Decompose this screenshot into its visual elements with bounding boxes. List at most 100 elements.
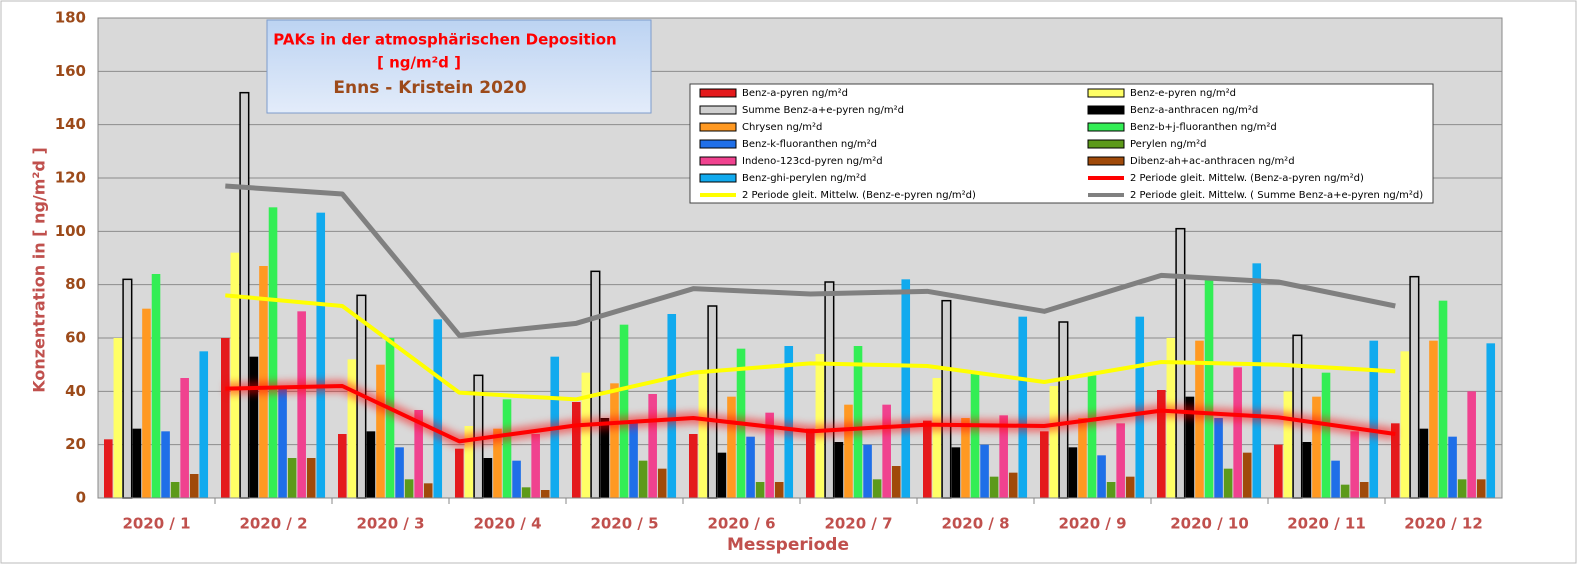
bar (142, 308, 151, 498)
bar (1233, 367, 1242, 498)
bar (221, 338, 230, 498)
bar (1204, 279, 1214, 498)
bar (1312, 396, 1321, 498)
x-tick-label: 2020 / 12 (1404, 515, 1483, 533)
bar (502, 399, 512, 498)
bar (170, 482, 180, 498)
bar (230, 252, 240, 498)
legend-label: Indeno-123cd-pyren ng/m²d (742, 156, 883, 167)
legend-label: Dibenz-ah+ac-anthracen ng/m²d (1130, 156, 1295, 167)
bar (698, 372, 708, 498)
bar (1391, 423, 1400, 498)
bar (1350, 431, 1359, 498)
bar (414, 410, 423, 498)
bar (989, 476, 999, 498)
bar (1486, 343, 1496, 498)
bar (872, 479, 882, 498)
legend-swatch (699, 105, 737, 115)
bar (961, 418, 970, 498)
bar (132, 428, 142, 498)
x-tick-label: 2020 / 5 (590, 515, 658, 533)
bar (863, 444, 872, 498)
bar (755, 482, 765, 498)
bar (1018, 316, 1028, 498)
bar (941, 299, 952, 499)
legend-swatch (699, 139, 737, 149)
bar (1214, 418, 1223, 498)
bar (882, 404, 891, 498)
legend-label: 2 Periode gleit. Mittelw. (Benz-e-pyren … (742, 190, 976, 201)
title-box (266, 19, 652, 114)
bar (901, 279, 911, 498)
x-tick-label: 2020 / 4 (473, 515, 541, 533)
bar (1419, 428, 1429, 498)
bar (521, 487, 531, 498)
x-tick-label: 2020 / 9 (1058, 515, 1126, 533)
bar (970, 372, 980, 498)
bar (1340, 484, 1350, 498)
bar (464, 426, 474, 498)
legend-label: Benz-a-pyren ng/m²d (742, 88, 848, 99)
bar (590, 270, 601, 499)
bar (531, 434, 540, 498)
bar (1087, 375, 1097, 498)
chart-title: [ ng/m²d ] (377, 54, 461, 72)
bar (180, 378, 189, 498)
bar (161, 431, 170, 498)
legend-label: Benz-ghi-perylen ng/m²d (742, 173, 866, 184)
bar (824, 281, 835, 499)
x-tick-label: 2020 / 1 (122, 515, 190, 533)
legend-label: Summe Benz-a+e-pyren ng/m²d (742, 105, 904, 116)
bar (1040, 431, 1049, 498)
y-tick-label: 140 (55, 115, 86, 133)
x-axis-label: Messperiode (727, 535, 849, 555)
bar (1135, 316, 1145, 498)
bar (1185, 396, 1195, 498)
bar (746, 436, 755, 498)
bar (657, 468, 667, 498)
bar (1195, 340, 1204, 498)
bar (1400, 351, 1410, 498)
bar (1049, 386, 1059, 498)
bar (891, 466, 901, 498)
bar (1321, 372, 1331, 498)
bar (689, 434, 698, 498)
bar (834, 442, 844, 498)
bar (433, 319, 443, 498)
legend (689, 83, 1434, 204)
bar (199, 351, 209, 498)
chart-title: PAKs in der atmosphärischen Deposition (273, 31, 616, 49)
bar (268, 207, 278, 499)
x-tick-label: 2020 / 7 (824, 515, 892, 533)
bar (385, 338, 395, 498)
bar (1331, 460, 1340, 498)
bar (1157, 390, 1166, 498)
bar (423, 483, 433, 498)
bar (1274, 444, 1283, 498)
bar (493, 428, 502, 498)
legend-swatch (699, 122, 737, 132)
x-tick-label: 2020 / 3 (356, 515, 424, 533)
bar (727, 396, 736, 498)
bar (1429, 340, 1438, 498)
bar (1369, 340, 1379, 498)
bar (1359, 482, 1369, 498)
y-tick-label: 180 (55, 9, 86, 27)
bar (806, 428, 815, 498)
bar (1166, 338, 1176, 498)
y-tick-label: 40 (65, 382, 86, 400)
bar (483, 458, 493, 498)
bar (287, 458, 297, 498)
bar (572, 402, 581, 498)
legend-label: Chrysen ng/m²d (742, 122, 822, 133)
legend-swatch (1087, 139, 1125, 149)
bar (784, 346, 794, 498)
bar (1125, 476, 1135, 498)
bar (278, 388, 287, 498)
bar (455, 448, 464, 498)
bar (1283, 391, 1293, 498)
legend-swatch (699, 156, 737, 166)
bar (1448, 436, 1457, 498)
bar (1097, 455, 1106, 498)
y-tick-label: 100 (55, 222, 86, 240)
